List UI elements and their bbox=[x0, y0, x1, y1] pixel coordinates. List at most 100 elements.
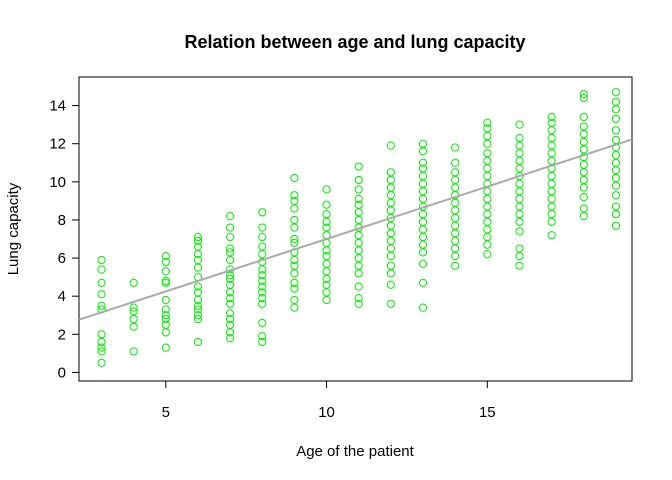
data-point bbox=[322, 252, 331, 261]
data-point bbox=[515, 120, 524, 129]
data-point bbox=[193, 288, 203, 297]
data-point bbox=[161, 257, 170, 266]
data-point bbox=[290, 173, 299, 183]
data-point bbox=[386, 236, 395, 246]
data-point bbox=[193, 314, 203, 324]
data-point bbox=[386, 221, 395, 230]
data-point bbox=[290, 191, 299, 200]
data-point bbox=[386, 168, 395, 177]
data-point bbox=[129, 303, 138, 312]
data-point bbox=[226, 255, 235, 265]
data-point bbox=[483, 164, 492, 173]
data-point bbox=[322, 223, 331, 232]
data-point bbox=[129, 322, 138, 331]
data-point bbox=[418, 210, 428, 219]
data-point bbox=[515, 179, 524, 188]
data-point bbox=[579, 175, 588, 185]
data-point bbox=[258, 332, 267, 341]
data-point bbox=[322, 200, 331, 209]
data-point bbox=[611, 166, 621, 175]
data-point bbox=[386, 141, 395, 150]
data-point bbox=[161, 314, 170, 324]
data-point bbox=[354, 185, 363, 194]
data-point bbox=[611, 221, 621, 230]
data-point bbox=[258, 337, 267, 347]
data-point bbox=[290, 234, 299, 244]
data-point bbox=[483, 225, 492, 234]
y-tick-label: 2 bbox=[58, 326, 66, 343]
data-point bbox=[290, 278, 299, 287]
data-point bbox=[418, 240, 428, 249]
data-point bbox=[129, 307, 138, 316]
data-point bbox=[161, 328, 170, 337]
data-point bbox=[515, 194, 524, 204]
data-point bbox=[418, 147, 428, 156]
data-point bbox=[451, 236, 460, 246]
data-point bbox=[579, 145, 588, 154]
data-point bbox=[386, 229, 395, 238]
data-point bbox=[611, 105, 621, 114]
data-point bbox=[515, 252, 524, 261]
data-point bbox=[451, 261, 460, 270]
x-tick-label: 5 bbox=[162, 404, 170, 421]
y-tick-label: 14 bbox=[49, 98, 66, 115]
data-point bbox=[547, 179, 556, 188]
data-point bbox=[386, 206, 395, 215]
y-axis-label: Lung capacity bbox=[5, 182, 22, 275]
data-point bbox=[579, 204, 588, 213]
data-point bbox=[322, 267, 331, 276]
data-point bbox=[483, 250, 492, 259]
data-point bbox=[258, 276, 267, 286]
data-point bbox=[226, 314, 235, 324]
data-point bbox=[354, 162, 363, 171]
data-point bbox=[418, 248, 428, 257]
data-point bbox=[161, 343, 170, 352]
data-point bbox=[258, 299, 267, 308]
data-point bbox=[193, 263, 203, 272]
data-point bbox=[354, 282, 363, 291]
data-point bbox=[354, 253, 363, 263]
data-point bbox=[483, 131, 492, 141]
data-point bbox=[547, 149, 556, 158]
data-point bbox=[193, 305, 203, 314]
regression-line-group bbox=[78, 138, 633, 321]
data-point bbox=[161, 267, 170, 276]
data-point bbox=[611, 135, 621, 144]
data-point bbox=[547, 172, 556, 181]
regression-line bbox=[78, 138, 633, 321]
data-point bbox=[483, 124, 492, 133]
data-point bbox=[611, 151, 621, 160]
data-point bbox=[97, 347, 106, 356]
data-point bbox=[547, 217, 556, 226]
data-point bbox=[451, 206, 460, 215]
data-point bbox=[386, 280, 395, 289]
data-point bbox=[547, 210, 556, 219]
data-point bbox=[386, 299, 395, 308]
data-point bbox=[483, 202, 492, 211]
data-point bbox=[451, 183, 460, 192]
data-point bbox=[354, 238, 363, 247]
data-point bbox=[258, 271, 267, 280]
data-point bbox=[515, 217, 524, 226]
data-point bbox=[547, 231, 556, 240]
data-point bbox=[547, 156, 556, 165]
data-point bbox=[129, 278, 138, 287]
data-point bbox=[418, 172, 428, 181]
data-point bbox=[97, 290, 106, 299]
data-point bbox=[290, 261, 299, 270]
data-point bbox=[354, 208, 363, 217]
data-point bbox=[354, 293, 363, 303]
data-point bbox=[515, 227, 524, 236]
data-point bbox=[226, 223, 235, 232]
data-point bbox=[611, 126, 621, 135]
y-tick-label: 12 bbox=[49, 136, 66, 153]
data-point bbox=[418, 217, 428, 226]
data-point bbox=[97, 265, 106, 274]
data-point bbox=[515, 202, 524, 211]
data-point bbox=[451, 158, 460, 167]
data-point bbox=[258, 233, 267, 242]
data-point bbox=[579, 93, 588, 103]
data-point bbox=[226, 212, 235, 221]
data-point bbox=[611, 158, 621, 167]
data-point bbox=[451, 143, 460, 152]
